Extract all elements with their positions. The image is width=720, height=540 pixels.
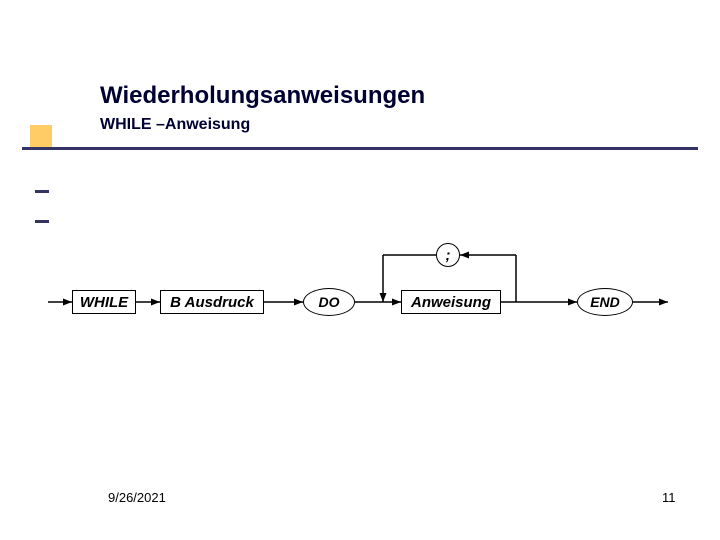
node-semicolon: ;: [436, 243, 460, 267]
side-tick: [35, 190, 49, 193]
slide-subtitle: WHILE –Anweisung: [100, 116, 250, 134]
node-b-ausdruck: B Ausdruck: [160, 290, 264, 314]
node-end: END: [577, 288, 633, 316]
node-label: END: [590, 294, 620, 310]
syntax-diagram-connectors: [0, 0, 720, 540]
node-label: ;: [446, 247, 451, 264]
node-do: DO: [303, 288, 355, 316]
footer-date: 9/26/2021: [108, 490, 166, 505]
header-underline: [22, 147, 698, 150]
side-tick: [35, 220, 49, 223]
accent-square: [30, 125, 52, 147]
node-label: Anweisung: [411, 294, 491, 311]
slide-title: Wiederholungsanweisungen: [100, 82, 425, 110]
node-while: WHILE: [72, 290, 136, 314]
footer-page-number: 11: [662, 490, 676, 505]
node-label: B Ausdruck: [170, 294, 254, 311]
node-anweisung: Anweisung: [401, 290, 501, 314]
node-label: WHILE: [80, 294, 128, 311]
node-label: DO: [319, 294, 340, 310]
